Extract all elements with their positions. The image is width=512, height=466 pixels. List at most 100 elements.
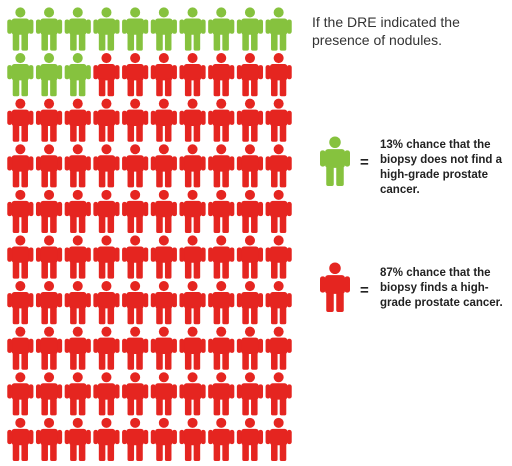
person-red-icon xyxy=(150,144,177,188)
person-red-icon xyxy=(64,98,91,142)
person-red-icon xyxy=(320,262,350,312)
person-green-icon xyxy=(35,7,63,51)
person-red-icon xyxy=(179,372,206,416)
person-red-icon xyxy=(64,189,91,233)
person-red-icon xyxy=(93,235,120,279)
person-red-icon xyxy=(93,326,120,370)
person-red-icon xyxy=(150,372,177,416)
person-red-icon xyxy=(150,417,177,461)
person-red-icon xyxy=(35,235,63,279)
person-red-icon xyxy=(208,53,235,97)
person-red-icon xyxy=(35,98,63,142)
person-red-icon xyxy=(236,144,264,188)
person-red-icon xyxy=(179,281,206,325)
person-red-icon xyxy=(93,281,120,325)
chart-title: If the DRE indicated the presence of nod… xyxy=(312,14,460,48)
person-red-icon xyxy=(122,98,149,142)
person-red-icon xyxy=(93,53,120,97)
person-red-icon xyxy=(122,417,149,461)
person-red-icon xyxy=(208,417,235,461)
person-green-icon xyxy=(93,7,120,51)
person-green-icon xyxy=(7,53,34,97)
person-red-icon xyxy=(265,235,292,279)
person-red-icon xyxy=(35,144,63,188)
person-red-icon xyxy=(93,98,120,142)
person-red-icon xyxy=(236,53,264,97)
person-red-icon xyxy=(35,281,63,325)
person-red-icon xyxy=(7,372,34,416)
person-red-icon xyxy=(150,189,177,233)
person-red-icon xyxy=(265,372,292,416)
person-red-icon xyxy=(208,326,235,370)
person-red-icon xyxy=(265,144,292,188)
person-red-icon xyxy=(208,372,235,416)
person-red-icon xyxy=(93,417,120,461)
person-red-icon xyxy=(236,235,264,279)
person-red-icon xyxy=(122,189,149,233)
person-red-icon xyxy=(64,281,91,325)
person-red-icon xyxy=(265,189,292,233)
person-green-icon xyxy=(35,53,63,97)
person-red-icon xyxy=(7,235,34,279)
person-red-icon xyxy=(7,417,34,461)
equals-sign: = xyxy=(360,154,369,171)
person-red-icon xyxy=(93,144,120,188)
person-red-icon xyxy=(179,417,206,461)
person-red-icon xyxy=(64,144,91,188)
person-red-icon xyxy=(64,326,91,370)
legend-text-red: 87% chance that the biopsy finds a high-… xyxy=(380,267,503,309)
person-red-icon xyxy=(150,326,177,370)
person-green-icon xyxy=(265,7,292,51)
person-red-icon xyxy=(236,98,264,142)
person-green-icon xyxy=(7,7,34,51)
pictograph-grid xyxy=(6,6,293,462)
person-green-icon xyxy=(208,7,235,51)
person-red-icon xyxy=(35,417,63,461)
person-red-icon xyxy=(64,417,91,461)
person-red-icon xyxy=(179,53,206,97)
person-red-icon xyxy=(122,372,149,416)
person-red-icon xyxy=(208,98,235,142)
person-red-icon xyxy=(150,235,177,279)
person-red-icon xyxy=(208,144,235,188)
legend-text-green: 13% chance that the biopsy does not find… xyxy=(380,139,503,196)
person-red-icon xyxy=(122,235,149,279)
person-red-icon xyxy=(236,372,264,416)
person-red-icon xyxy=(236,189,264,233)
person-red-icon xyxy=(236,281,264,325)
person-green-icon xyxy=(320,136,350,186)
person-red-icon xyxy=(150,281,177,325)
person-red-icon xyxy=(35,326,63,370)
person-red-icon xyxy=(35,372,63,416)
person-red-icon xyxy=(150,53,177,97)
person-red-icon xyxy=(179,235,206,279)
person-red-icon xyxy=(179,326,206,370)
person-red-icon xyxy=(7,189,34,233)
person-red-icon xyxy=(179,98,206,142)
person-green-icon xyxy=(64,7,91,51)
person-red-icon xyxy=(265,53,292,97)
person-red-icon xyxy=(236,326,264,370)
person-red-icon xyxy=(93,372,120,416)
person-red-icon xyxy=(265,417,292,461)
person-red-icon xyxy=(265,98,292,142)
person-red-icon xyxy=(64,235,91,279)
person-red-icon xyxy=(122,281,149,325)
person-red-icon xyxy=(208,189,235,233)
person-red-icon xyxy=(236,417,264,461)
person-green-icon xyxy=(64,53,91,97)
person-red-icon xyxy=(265,281,292,325)
person-red-icon xyxy=(122,53,149,97)
person-green-icon xyxy=(236,7,264,51)
person-red-icon xyxy=(122,144,149,188)
person-red-icon xyxy=(150,98,177,142)
person-red-icon xyxy=(265,326,292,370)
person-red-icon xyxy=(64,372,91,416)
person-green-icon xyxy=(122,7,149,51)
person-red-icon xyxy=(93,189,120,233)
person-red-icon xyxy=(179,189,206,233)
person-red-icon xyxy=(7,98,34,142)
person-red-icon xyxy=(122,326,149,370)
person-red-icon xyxy=(179,144,206,188)
person-red-icon xyxy=(7,144,34,188)
